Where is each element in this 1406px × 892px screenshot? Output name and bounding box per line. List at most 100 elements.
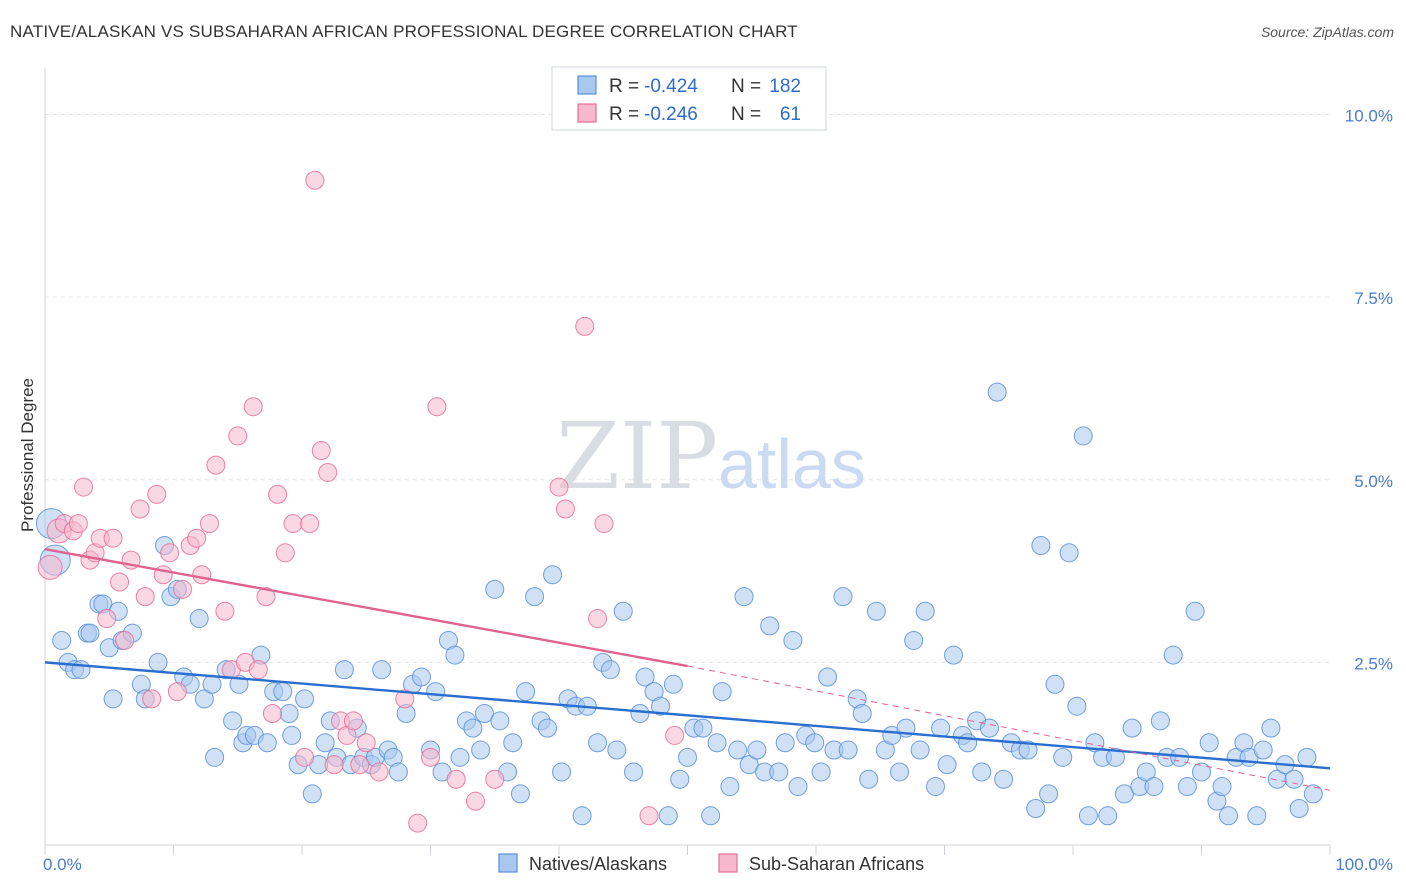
y-tick-label-0: 2.5%: [1354, 654, 1393, 673]
blue-point-105: [734, 587, 754, 607]
blue-point-46: [334, 660, 354, 680]
blue-point-24: [194, 689, 214, 709]
legend: R = -0.424 N = 182 R = -0.246 N = 61: [551, 66, 827, 131]
pink-point-46: [343, 711, 363, 731]
bottom-legend-label-pink: Sub-Saharan Africans: [749, 854, 924, 874]
pink-point-4: [68, 514, 88, 534]
blue-point-88: [613, 601, 633, 621]
data-points: [35, 170, 1323, 833]
pink-point-62: [639, 806, 659, 826]
blue-point-116: [811, 762, 831, 782]
legend-frame: [551, 66, 827, 131]
pink-point-15: [135, 587, 155, 607]
blue-point-180: [1261, 718, 1281, 738]
blue-point-106: [739, 755, 759, 775]
pink-point-39: [300, 514, 320, 534]
legend-swatch-pink: [577, 103, 597, 123]
pink-point-55: [465, 791, 485, 811]
blue-point-75: [525, 587, 545, 607]
blue-point-163: [1144, 777, 1164, 797]
blue-point-170: [1192, 762, 1211, 782]
blue-point-91: [635, 667, 655, 687]
watermark-atlas: atlas: [718, 425, 866, 503]
pink-point-38: [295, 747, 315, 767]
blue-point-153: [1073, 426, 1093, 446]
legend-r-value-2: -0.246: [644, 104, 698, 125]
blue-point-87: [607, 740, 627, 760]
pink-point-43: [324, 755, 344, 775]
legend-n-value-2: 61: [780, 104, 801, 125]
blue-point-25: [202, 674, 222, 694]
blue-point-5: [71, 660, 91, 680]
pink-point-37: [283, 514, 303, 534]
source-label: Source: ZipAtlas.com: [1260, 24, 1394, 40]
pink-point-9: [97, 609, 117, 629]
blue-point-111: [775, 733, 795, 753]
pink-point-0: [37, 554, 63, 580]
blue-point-28: [223, 711, 243, 731]
blue-point-74: [516, 682, 536, 702]
x-tick-labels: 0.0% 100.0%: [43, 855, 1393, 874]
blue-point-70: [490, 711, 510, 731]
blue-point-133: [931, 718, 951, 738]
blue-point-104: [728, 740, 748, 760]
blue-point-94: [658, 806, 678, 826]
blue-point-37: [279, 704, 299, 724]
blue-point-112: [783, 630, 803, 650]
blue-point-101: [707, 733, 727, 753]
blue-point-115: [805, 733, 825, 753]
blue-point-64: [450, 747, 470, 767]
blue-point-36: [273, 682, 293, 702]
x-tick-label-1: 100.0%: [1335, 855, 1393, 874]
pink-point-42: [318, 462, 338, 482]
blue-point-69: [485, 579, 505, 599]
blue-point-139: [972, 762, 992, 782]
legend-r-label-2: R =: [609, 104, 639, 125]
blue-point-154: [1078, 806, 1098, 826]
y-tick-label-3: 10.0%: [1345, 107, 1393, 126]
grid-lines: [45, 114, 1330, 663]
pink-point-60: [588, 609, 608, 629]
pink-point-23: [187, 528, 207, 548]
blue-point-84: [588, 733, 608, 753]
blue-point-142: [994, 769, 1014, 789]
blue-point-183: [1284, 769, 1304, 789]
blue-point-174: [1218, 806, 1238, 826]
blue-point-166: [1163, 645, 1183, 665]
blue-point-34: [257, 733, 277, 753]
pink-point-61: [594, 514, 614, 534]
pink-point-57: [549, 477, 569, 497]
bottom-legend-swatch-pink: [718, 853, 738, 873]
blue-point-179: [1253, 740, 1273, 760]
blue-point-103: [720, 777, 740, 797]
blue-point-148: [1039, 784, 1059, 804]
blue-point-96: [670, 769, 690, 789]
bottom-legend: Natives/Alaskans Sub-Saharan Africans: [498, 853, 924, 874]
pink-point-21: [172, 579, 192, 599]
pink-point-17: [147, 484, 167, 504]
blue-point-158: [1105, 747, 1125, 767]
y-tick-label-2: 7.5%: [1354, 289, 1393, 308]
blue-point-173: [1212, 777, 1232, 797]
blue-point-17: [148, 652, 168, 672]
y-axis-label: Professional Degree: [18, 378, 37, 532]
blue-point-109: [760, 616, 780, 636]
watermark-zip: ZIP: [556, 403, 718, 510]
pink-point-56: [485, 769, 505, 789]
blue-point-168: [1177, 777, 1197, 797]
pink-point-36: [275, 543, 295, 563]
blue-point-102: [712, 682, 732, 702]
blue-point-40: [295, 689, 315, 709]
blue-point-132: [926, 777, 946, 797]
blue-point-26: [205, 747, 225, 767]
blue-point-82: [572, 806, 592, 826]
pink-point-51: [408, 813, 428, 833]
pink-point-48: [356, 733, 376, 753]
blue-point-77: [537, 718, 557, 738]
blue-point-95: [663, 674, 683, 694]
pink-point-27: [215, 601, 235, 621]
pink-point-33: [256, 587, 276, 607]
trend-line-pink: [44, 547, 688, 668]
blue-point-162: [1136, 762, 1156, 782]
